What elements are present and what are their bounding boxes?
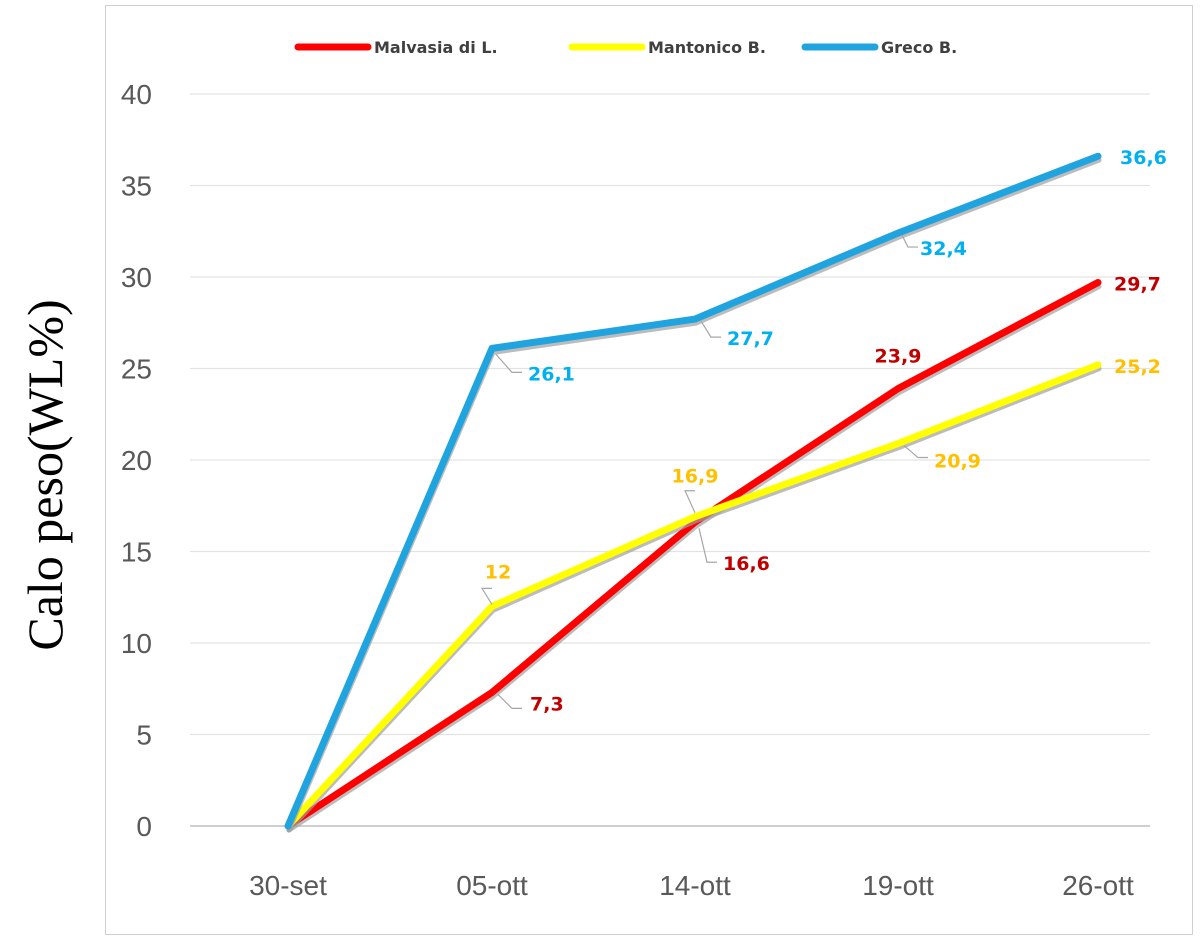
- data-label: 32,4: [920, 238, 967, 260]
- data-label: 20,9: [934, 451, 981, 473]
- data-label: 7,3: [530, 693, 564, 715]
- y-tick-label: 30: [121, 262, 152, 293]
- data-labels: 7,3 16,6 23,9 29,7 12 16,9 20,9 25,2 26,1 27,7 32,…: [485, 147, 1167, 715]
- y-tick-label: 35: [121, 171, 152, 202]
- y-tick-label: 0: [136, 811, 152, 842]
- gridlines: [190, 93, 1150, 827]
- legend-label: Greco B.: [881, 38, 957, 57]
- series-lines: [284, 152, 1102, 833]
- label-leader-line: [480, 587, 493, 605]
- x-tick-label: 26-ott: [1062, 870, 1134, 901]
- y-tick-label: 20: [121, 445, 152, 476]
- data-label: 26,1: [528, 363, 575, 385]
- x-tick-label: 30-set: [249, 870, 327, 901]
- y-tick-label: 5: [136, 720, 152, 751]
- label-leader-lines: [480, 234, 928, 710]
- data-label: 29,7: [1114, 273, 1161, 295]
- y-tick-label: 25: [121, 354, 152, 385]
- chart-area: [105, 5, 1193, 935]
- label-leader-line: [901, 234, 918, 248]
- series-line: [284, 152, 1102, 830]
- label-leader-line: [497, 693, 522, 710]
- data-label: 25,2: [1114, 356, 1161, 378]
- x-axis-ticks: 30-set 05-ott 14-ott 19-ott 26-ott: [249, 870, 1134, 901]
- series-line: [284, 361, 1102, 830]
- data-label: 12: [485, 561, 511, 583]
- label-leader-line: [700, 320, 721, 338]
- data-label: 27,7: [727, 328, 774, 350]
- label-leader-line: [903, 445, 928, 459]
- legend-label: Mantonico B.: [648, 38, 766, 57]
- y-tick-label: 40: [121, 79, 152, 110]
- y-axis-ticks: 0 5 10 15 20 25 30 35 40: [121, 79, 152, 842]
- series-line: [284, 278, 1102, 830]
- series-line-shadow: [286, 157, 1102, 833]
- x-tick-label: 05-ott: [456, 870, 528, 901]
- data-label: 23,9: [875, 346, 922, 368]
- series-line-shadow: [286, 366, 1102, 833]
- label-leader-line: [684, 490, 696, 513]
- x-tick-label: 14-ott: [659, 870, 731, 901]
- data-label: 36,6: [1120, 147, 1167, 169]
- data-label: 16,6: [723, 553, 770, 575]
- y-tick-label: 10: [121, 628, 152, 659]
- legend: Malvasia di L. Mantonico B. Greco B.: [294, 38, 957, 57]
- data-label: 16,9: [672, 466, 719, 488]
- y-tick-label: 15: [121, 537, 152, 568]
- label-leader-line: [698, 528, 717, 563]
- x-tick-label: 19-ott: [862, 870, 934, 901]
- legend-label: Malvasia di L.: [374, 38, 498, 57]
- label-leader-line: [495, 353, 522, 373]
- series-line-shadow: [286, 283, 1102, 833]
